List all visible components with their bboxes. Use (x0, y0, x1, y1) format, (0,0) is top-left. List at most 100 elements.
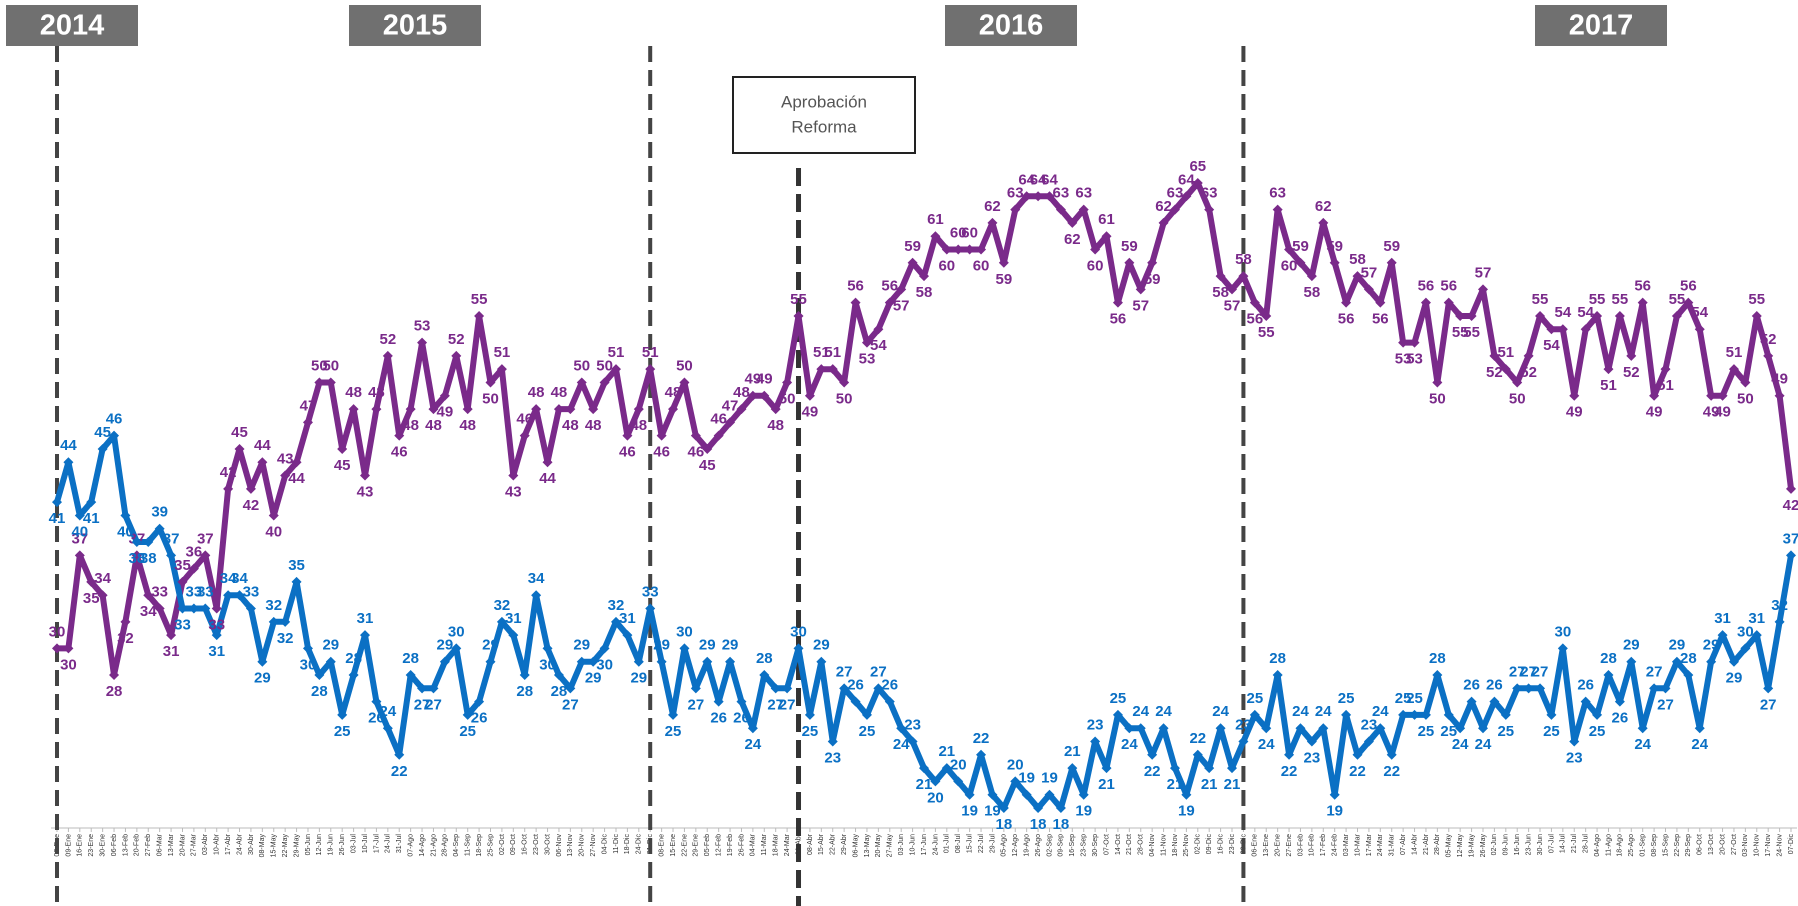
x-tick-label: 23-Dic (1229, 834, 1236, 855)
value-label: 58 (1212, 284, 1229, 301)
value-label: 25 (1110, 690, 1127, 707)
value-label: 21 (1201, 776, 1218, 793)
point-marker (1489, 350, 1500, 361)
value-label: 55 (1748, 291, 1765, 308)
point-marker (1192, 749, 1203, 760)
point-marker (907, 736, 918, 747)
value-label: 54 (1577, 304, 1594, 321)
x-tick-label: 08-Abr (807, 833, 814, 855)
value-label: 32 (1771, 597, 1788, 614)
value-label: 29 (813, 637, 830, 654)
value-label: 52 (1520, 364, 1537, 381)
x-tick-label: 29-Sep (1685, 834, 1692, 857)
value-label: 53 (1395, 351, 1412, 368)
value-label: 53 (1406, 351, 1423, 368)
value-label: 21 (1167, 776, 1184, 793)
point-marker (348, 404, 359, 415)
point-marker (1420, 297, 1431, 308)
value-label: 21 (1098, 776, 1115, 793)
point-marker (268, 510, 279, 521)
point-marker (120, 616, 131, 627)
value-label: 43 (357, 484, 374, 501)
x-tick-label: 30-Sep (1092, 834, 1099, 857)
point-marker (1546, 324, 1557, 335)
value-label: 64 (1041, 171, 1058, 188)
point-marker (1272, 670, 1283, 681)
x-tick-label: 12-Ago (1012, 834, 1019, 857)
point-marker (919, 763, 929, 774)
point-marker (588, 404, 599, 415)
point-marker (462, 404, 473, 415)
value-label: 29 (573, 637, 590, 654)
point-marker (656, 430, 667, 441)
value-label: 37 (1783, 530, 1798, 547)
value-label: 30 (448, 623, 465, 640)
point-marker (1044, 789, 1055, 800)
x-tick-label: 01-Sep (1640, 834, 1647, 857)
point-marker (1101, 231, 1112, 242)
x-tick-label: 22-Abr (830, 833, 837, 855)
x-tick-label: 23-Oct (533, 834, 540, 855)
value-label: 27 (414, 696, 431, 713)
value-label: 34 (140, 603, 157, 620)
value-label: 54 (1691, 304, 1708, 321)
x-tick-label: 13-May (864, 834, 871, 858)
value-label: 51 (1497, 344, 1514, 361)
point-marker (474, 696, 485, 707)
value-label: 32 (277, 630, 294, 647)
value-label: 45 (94, 424, 111, 441)
x-tick-label: 03-Feb (1297, 834, 1304, 856)
point-marker (1580, 696, 1591, 707)
point-marker (1147, 257, 1158, 268)
x-tick-label: 13-Mar (168, 833, 175, 856)
point-marker (1375, 723, 1386, 734)
value-label: 30 (539, 656, 556, 673)
point-marker (816, 364, 827, 375)
point-marker (417, 337, 428, 348)
point-marker (200, 550, 211, 561)
value-label: 38 (129, 550, 146, 567)
point-marker (679, 643, 690, 654)
value-label: 48 (425, 417, 442, 434)
value-label: 55 (790, 291, 807, 308)
value-label: 22 (1189, 730, 1206, 747)
point-marker (1512, 683, 1523, 694)
point-marker (474, 310, 485, 321)
x-tick-label: 20-Ene (1274, 834, 1281, 857)
value-label: 48 (528, 384, 545, 401)
point-marker (839, 683, 850, 694)
value-label: 34 (528, 570, 545, 587)
point-marker (1249, 709, 1260, 720)
x-tick-label: 14-Oct (1115, 834, 1122, 855)
point-marker (542, 457, 553, 468)
value-label: 22 (1383, 763, 1400, 780)
value-label: 56 (1110, 311, 1127, 328)
point-marker (622, 430, 633, 441)
value-label: 59 (1121, 238, 1138, 255)
point-marker (109, 670, 120, 681)
point-marker (1455, 310, 1466, 321)
value-label: 21 (1224, 776, 1241, 793)
x-tick-label: 27-Ene (1286, 834, 1293, 857)
x-tick-label: 27-Feb (145, 834, 152, 856)
point-marker (86, 497, 97, 508)
x-tick-label: 27-Nov (590, 834, 597, 857)
value-label: 40 (265, 523, 282, 540)
point-marker (143, 537, 154, 548)
value-label: 50 (676, 357, 693, 374)
value-label: 43 (277, 451, 294, 468)
value-label: 34 (231, 570, 248, 587)
point-marker (1603, 364, 1614, 375)
value-label: 46 (516, 411, 533, 428)
value-label: 51 (642, 344, 659, 361)
point-marker (1295, 257, 1306, 268)
point-marker (348, 670, 359, 681)
point-marker (1774, 616, 1785, 627)
value-label: 61 (1098, 211, 1115, 228)
value-label: 18 (1053, 816, 1070, 833)
point-marker (1728, 364, 1739, 375)
value-label: 64 (1178, 171, 1195, 188)
point-marker (439, 390, 450, 401)
value-label: 27 (870, 663, 887, 680)
value-label: 26 (881, 677, 898, 694)
